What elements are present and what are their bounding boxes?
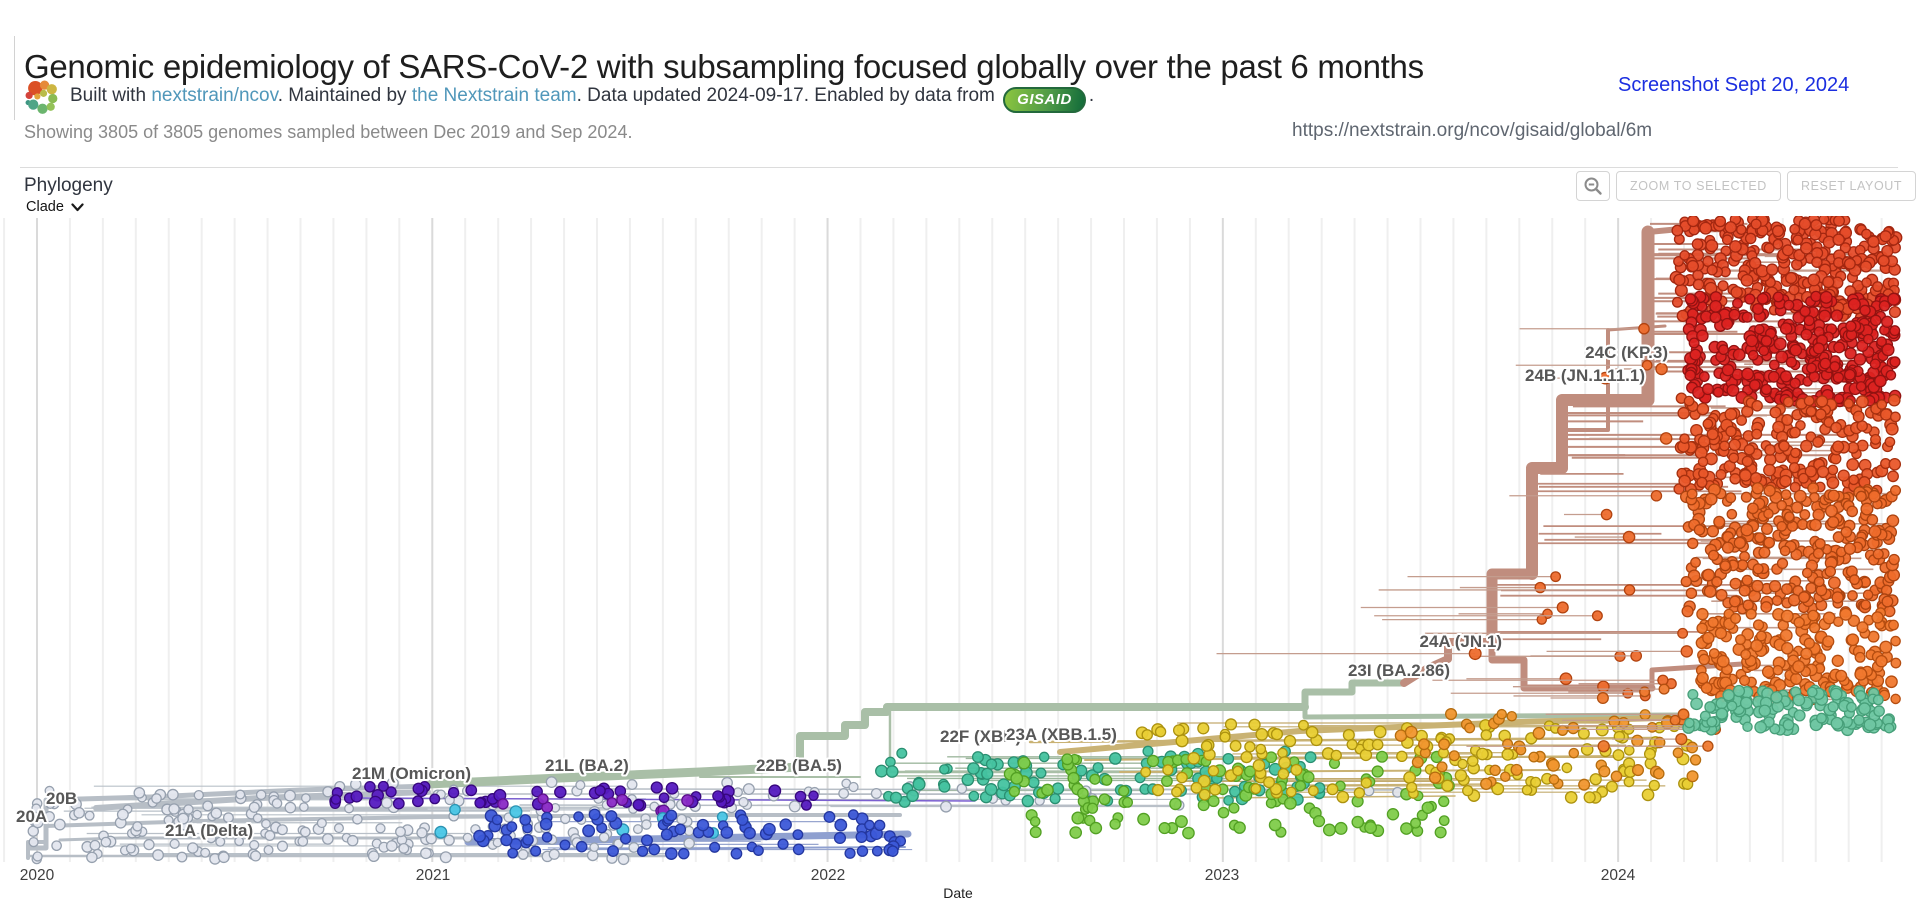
chevron-down-icon (71, 202, 84, 211)
byline: Built with nextstrain/ncov. Maintained b… (24, 80, 1094, 117)
svg-text:2024: 2024 (1601, 867, 1636, 884)
zoom-out-button[interactable] (1576, 171, 1610, 201)
tree-toolbar: ZOOM TO SELECTED RESET LAYOUT (1576, 171, 1917, 201)
byline-text: Built with nextstrain/ncov. Maintained b… (70, 85, 1094, 113)
svg-text:23A (XBB.1.5): 23A (XBB.1.5) (1006, 725, 1117, 744)
svg-text:20A: 20A (16, 807, 47, 826)
svg-text:20B: 20B (46, 789, 77, 808)
zoom-to-selected-button[interactable]: ZOOM TO SELECTED (1616, 171, 1781, 201)
panel-title: Phylogeny (24, 175, 113, 196)
branches-layer (26, 223, 1745, 860)
svg-text:22B (BA.5): 22B (BA.5) (756, 756, 842, 775)
byline-updated: . Data updated 2024-09-17. Enabled by da… (576, 84, 1001, 106)
header-left-rule (14, 36, 15, 120)
genome-count-summary: Showing 3805 of 3805 genomes sampled bet… (24, 122, 633, 142)
svg-text:21M (Omicron): 21M (Omicron) (352, 764, 471, 783)
svg-text:22F (XBB): 22F (XBB) (940, 727, 1021, 746)
svg-text:Date: Date (943, 885, 973, 901)
nextstrain-logo-icon (24, 80, 61, 117)
svg-text:24A (JN.1): 24A (JN.1) (1419, 632, 1502, 651)
tree-tips-layer[interactable] (27, 216, 1903, 866)
reset-layout-button[interactable]: RESET LAYOUT (1786, 171, 1917, 201)
svg-text:2023: 2023 (1205, 867, 1239, 884)
screenshot-note: Screenshot Sept 20, 2024 (1618, 74, 1850, 96)
clade-selector-label: Clade (26, 199, 64, 215)
header-divider (20, 167, 1898, 168)
page-url: https://nextstrain.org/ncov/gisaid/globa… (1292, 120, 1653, 141)
svg-text:23I (BA.2.86): 23I (BA.2.86) (1348, 661, 1450, 680)
gisaid-logo[interactable]: GISAID (1003, 86, 1086, 113)
nextstrain-team-link[interactable]: the Nextstrain team (411, 84, 577, 106)
byline-maintained-by: . Maintained by (277, 84, 412, 106)
svg-text:2021: 2021 (416, 867, 450, 884)
page-title: Genomic epidemiology of SARS-CoV-2 with … (24, 48, 1424, 86)
svg-text:24B (JN.1.11.1): 24B (JN.1.11.1) (1525, 366, 1645, 385)
svg-text:21A (Delta): 21A (Delta) (165, 821, 253, 840)
svg-text:24C (KP.3): 24C (KP.3) (1585, 343, 1668, 362)
magnifier-minus-icon (1584, 177, 1602, 195)
svg-text:21L (BA.2): 21L (BA.2) (545, 756, 629, 775)
clade-selector[interactable]: Clade (26, 199, 84, 215)
svg-text:2020: 2020 (20, 867, 55, 884)
byline-suffix: . (1088, 84, 1095, 106)
svg-text:2022: 2022 (811, 867, 845, 884)
date-axis: 2020 2021 2022 2023 2024 Date (20, 867, 1636, 901)
byline-built-with: Built with (70, 84, 152, 106)
nextstrain-ncov-link[interactable]: nextstrain/ncov (151, 84, 278, 106)
